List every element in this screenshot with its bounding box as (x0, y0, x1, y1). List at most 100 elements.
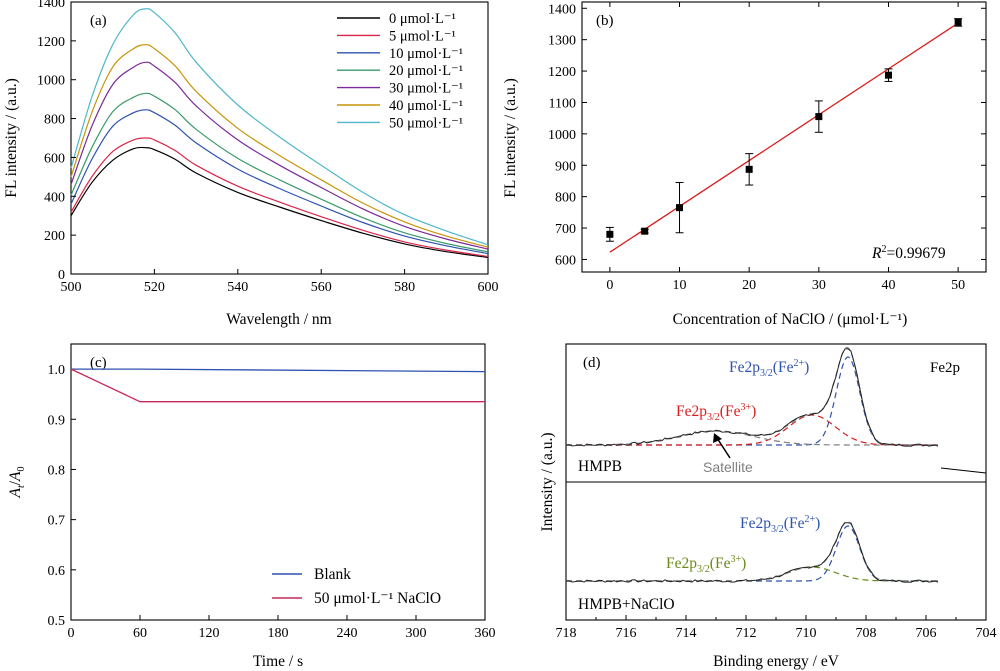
y-tick-label: 800 (44, 113, 65, 128)
y-tick-label: 0.6 (48, 564, 66, 579)
panel-d-top-fe3-label: Fe2p3/2(Fe3+) (676, 402, 756, 423)
fe2-component (566, 525, 938, 582)
spectrum-line (70, 8, 489, 246)
x-tick-label: 500 (61, 280, 82, 295)
panel-c-ylabel-sub1: t (16, 485, 27, 488)
x-tick-label: 520 (144, 280, 165, 295)
data-point (884, 71, 892, 79)
y-tick-label: 200 (44, 229, 65, 244)
legend-label: 50 μmol·L⁻¹ NaClO (314, 590, 441, 607)
x-tick-label: 540 (227, 280, 248, 295)
x-tick-label: 240 (337, 626, 358, 641)
panel-c-ylabel-a2: A (7, 471, 24, 482)
x-tick-label: 300 (406, 626, 427, 641)
panel-d-ticks: 718 716 714 712 710 708 706 704 (556, 615, 997, 641)
x-tick-label: 20 (742, 278, 756, 293)
fit-line (609, 22, 959, 253)
spectrum-line (70, 61, 489, 250)
fe2-post: ) (804, 359, 809, 376)
x-tick-label: 710 (796, 626, 817, 641)
data-point (641, 227, 649, 235)
panel-d-label: (d) (583, 355, 601, 371)
fe2b-pre: (Fe (784, 515, 805, 532)
panel-c-ylabel-a1: A (7, 488, 24, 499)
y-tick-label: 600 (44, 151, 65, 166)
panel-d-bottom-fe3-label: Fe2p3/2(Fe3+) (666, 554, 746, 575)
spectrum-tail (940, 467, 987, 474)
spectrum-line (70, 44, 489, 248)
panel-a-ylabel: FL intensity / (a.u.) (3, 78, 20, 198)
satellite-arrow-head (713, 433, 722, 443)
fe3-post: ) (751, 403, 756, 420)
fe3-component (566, 566, 938, 582)
fe2-sup: 2+ (793, 358, 804, 369)
panel-a-label: (a) (90, 13, 107, 29)
satellite-arrow-line (716, 437, 731, 459)
panel-a-legend: 0 μmol·L⁻¹5 μmol·L⁻¹ 10 μmol·L⁻¹20 μmol·L… (337, 11, 463, 131)
x-tick-label: 718 (556, 626, 577, 641)
legend-label: 0 μmol·L⁻¹ (389, 11, 456, 27)
panel-b: (b) 0 10 20 30 40 50 600 700 800 900 1000 1100 1200 1… (502, 1, 987, 328)
x-tick-label: 712 (736, 626, 757, 641)
y-tick-label: 1000 (37, 74, 65, 89)
y-tick-label: 1400 (37, 0, 65, 11)
x-tick-label: 716 (616, 626, 637, 641)
fe2b-sup: 2+ (804, 514, 815, 525)
panel-d: (d) Fe2p 718 716 714 712 710 708 706 704 Bindin… (539, 343, 997, 670)
panel-b-r2-sup: 2 (881, 244, 886, 255)
fe2-sub: 3/2 (760, 368, 773, 379)
y-tick-label: 1200 (548, 65, 576, 80)
data-point (954, 18, 962, 26)
panel-c-ylabel-sep: / (7, 480, 24, 485)
fe2b-sub: 3/2 (771, 524, 784, 535)
panel-a-xlabel: Wavelength / nm (226, 311, 332, 328)
spectrum-line (70, 92, 489, 253)
data-point (606, 230, 614, 238)
panel-d-bottom-fe2-label: Fe2p3/2(Fe2+) (740, 514, 820, 535)
x-tick-label: 560 (311, 280, 332, 295)
fe3b-post: ) (741, 555, 746, 572)
y-tick-label: 400 (44, 190, 65, 205)
fe3-sub: 3/2 (707, 412, 720, 423)
x-tick-label: 704 (976, 626, 997, 641)
x-tick-label: 580 (394, 280, 415, 295)
panel-a-plot-area (70, 8, 489, 259)
y-tick-label: 0.9 (48, 413, 66, 428)
legend-label: 40 μmol·L⁻¹ (389, 98, 463, 114)
panel-c-ylabel: At/A0 (7, 466, 27, 498)
spectrum-line (70, 146, 489, 259)
x-tick-label: 30 (812, 278, 826, 293)
panel-b-r2-annotation: R2=0.99679 (871, 244, 946, 262)
panel-d-plot-area (565, 346, 987, 583)
x-tick-label: 600 (478, 280, 499, 295)
panel-b-xlabel: Concentration of NaClO / (μmol·L⁻¹) (673, 311, 908, 328)
legend-label: 5 μmol·L⁻¹ (389, 28, 456, 44)
data-point (815, 113, 823, 121)
y-tick-label: 1100 (549, 96, 576, 111)
panel-c-legend: Blank 50 μmol·L⁻¹ NaClO (272, 566, 441, 607)
fe3-pre: (Fe (720, 403, 741, 420)
y-tick-label: 0 (58, 268, 65, 283)
y-tick-label: 1200 (37, 35, 65, 50)
x-tick-label: 0 (68, 626, 75, 641)
y-tick-label: 1300 (548, 34, 576, 49)
x-tick-label: 0 (606, 278, 613, 293)
spectrum-line (70, 109, 489, 255)
x-tick-label: 708 (856, 626, 877, 641)
y-tick-label: 0.5 (48, 614, 66, 629)
legend-label: 10 μmol·L⁻¹ (389, 46, 463, 62)
panel-c: (c) 0 60 120 180 240 300 360 0.5 0.6 0.7 0.8 0.9 1.0… (7, 343, 496, 670)
y-tick-label: 900 (555, 159, 576, 174)
x-tick-label: 120 (199, 626, 220, 641)
panel-c-ylabel-sub2: 0 (16, 466, 27, 471)
legend-label: 50 μmol·L⁻¹ (389, 115, 463, 131)
fe2-base: Fe2p (729, 359, 760, 376)
fe2b-post: ) (815, 515, 820, 532)
panel-c-label: (c) (90, 355, 107, 371)
panel-b-frame (581, 1, 987, 273)
panel-b-label: (b) (596, 13, 614, 29)
legend-label: Blank (314, 566, 351, 583)
x-tick-label: 10 (673, 278, 687, 293)
fe3b-pre: (Fe (710, 555, 731, 572)
data-point (676, 204, 684, 212)
